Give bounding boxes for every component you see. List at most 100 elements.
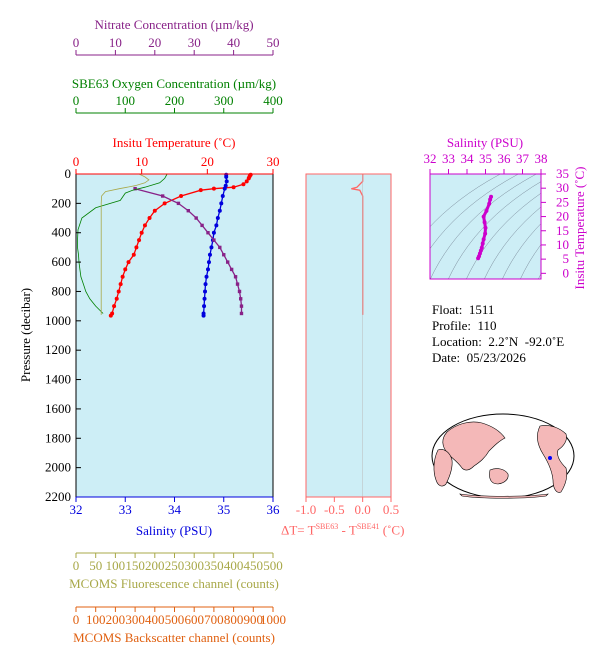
temperature-point xyxy=(126,260,131,265)
temperature-point xyxy=(114,296,119,301)
temperature-point xyxy=(123,267,128,272)
pressure-tick-label: 800 xyxy=(52,283,72,298)
ts-temperature-title: Insitu Temperature (˚C) xyxy=(572,166,587,289)
ts-temperature-tick-label: 15 xyxy=(556,223,569,238)
ts-temperature-tick-label: 10 xyxy=(556,237,569,252)
nitrate-point xyxy=(206,231,210,235)
temperature-point xyxy=(179,194,184,199)
backscatter-tick-label: 0 xyxy=(73,612,80,627)
temperature-point xyxy=(142,223,147,228)
nitrate-tick-label: 40 xyxy=(227,35,240,50)
ts-point xyxy=(488,197,493,202)
salinity-point xyxy=(214,223,219,228)
salinity-point xyxy=(204,274,209,279)
salinity-point xyxy=(217,208,222,213)
oxygen-tick-label: 400 xyxy=(263,93,283,108)
temperature-point xyxy=(211,186,216,191)
temperature-axis-title: Insitu Temperature (˚C) xyxy=(112,135,235,150)
nitrate-point xyxy=(225,260,230,264)
nitrate-tick-label: 50 xyxy=(267,35,280,50)
oxygen-axis-title: SBE63 Oxygen Concentration (µm/kg) xyxy=(72,76,276,91)
salinity-point xyxy=(224,174,229,179)
ts-salinity-tick-label: 36 xyxy=(498,151,512,166)
oxygen-tick-label: 200 xyxy=(165,93,185,108)
fluorescence-tick-label: 250 xyxy=(165,558,185,573)
delta-title-suffix: (˚C) xyxy=(379,522,405,538)
date-row: Date: 05/23/2026 xyxy=(432,350,564,366)
salinity-axis-title: Salinity (PSU) xyxy=(136,523,212,538)
ts-temperature-tick-label: 35 xyxy=(556,166,569,181)
pressure-tick-label: 1800 xyxy=(45,430,71,445)
nitrate-point xyxy=(186,209,190,213)
fluorescence-tick-label: 300 xyxy=(184,558,204,573)
pressure-tick-label: 2200 xyxy=(45,489,71,504)
backscatter-tick-label: 100 xyxy=(86,612,106,627)
map-land-australia xyxy=(489,468,509,485)
nitrate-point xyxy=(160,194,165,198)
pressure-tick-label: 2000 xyxy=(45,460,71,475)
salinity-point xyxy=(203,289,208,294)
fluorescence-tick-label: 150 xyxy=(125,558,145,573)
ts-temperature-tick-label: 0 xyxy=(563,265,570,280)
ts-temperature-tick-label: 5 xyxy=(563,251,570,266)
ts-salinity-tick-label: 35 xyxy=(479,151,492,166)
date-label: Date: xyxy=(432,350,461,365)
temperature-point xyxy=(241,182,246,187)
profile-row: Profile: 110 xyxy=(432,318,564,334)
temperature-point xyxy=(116,289,121,294)
profile-panel: 0200400600800100012001400160018002000220… xyxy=(18,17,286,645)
nitrate-tick-label: 10 xyxy=(109,35,122,50)
ts-salinity-tick-label: 37 xyxy=(516,151,530,166)
temperature-point xyxy=(147,216,152,221)
ts-salinity-tick-label: 38 xyxy=(535,151,548,166)
float-label: Float: xyxy=(432,302,463,317)
nitrate-point xyxy=(218,245,222,250)
map-land-antarctica xyxy=(459,493,549,499)
nitrate-point xyxy=(222,253,226,257)
backscatter-axis-title: MCOMS Backscatter channel (counts) xyxy=(73,630,275,645)
backscatter-tick-label: 600 xyxy=(184,612,204,627)
nitrate-tick-label: 30 xyxy=(188,35,201,50)
pressure-tick-label: 1400 xyxy=(45,372,71,387)
ts-density-contour xyxy=(588,169,609,289)
pressure-tick-label: 1200 xyxy=(45,342,71,357)
fluorescence-tick-label: 400 xyxy=(224,558,244,573)
salinity-point xyxy=(222,186,227,191)
ts-point xyxy=(481,214,486,219)
temperature-point xyxy=(244,179,249,184)
ts-point xyxy=(487,201,492,206)
delta-axis-title: ΔT= TSBE63 - TSBE41 (˚C) xyxy=(281,522,404,538)
backscatter-tick-label: 400 xyxy=(145,612,165,627)
temperature-point xyxy=(152,208,157,213)
float-location-marker xyxy=(548,456,552,460)
float-row: Float: 1511 xyxy=(432,302,564,318)
nitrate-tick-label: 0 xyxy=(73,35,80,50)
profile-value: 110 xyxy=(477,318,497,333)
salinity-point xyxy=(224,179,229,184)
nitrate-point xyxy=(239,311,244,316)
salinity-point xyxy=(202,296,207,301)
pressure-tick-label: 600 xyxy=(52,254,72,269)
delta-tick-label: -1.0 xyxy=(296,502,317,517)
nitrate-point xyxy=(212,238,216,242)
nitrate-point xyxy=(194,216,198,220)
delta-plot-area xyxy=(306,174,391,497)
ts-temperature-tick-label: 30 xyxy=(556,180,569,195)
oxygen-tick-label: 0 xyxy=(73,93,80,108)
temperature-point xyxy=(139,230,144,235)
ts-temperature-tick-label: 20 xyxy=(556,209,569,224)
fluorescence-tick-label: 50 xyxy=(89,558,102,573)
ts-density-contour xyxy=(430,174,502,228)
delta-title-prefix: ΔT= T xyxy=(281,522,316,538)
temperature-point xyxy=(162,201,167,206)
temperature-point xyxy=(131,252,136,257)
nitrate-tick-label: 20 xyxy=(148,35,161,50)
delta-title-sup1: SBE63 xyxy=(315,522,339,531)
ts-point xyxy=(476,256,481,261)
salinity-point xyxy=(215,216,220,221)
profile-plot-area xyxy=(76,174,273,497)
fluorescence-profile-line xyxy=(100,173,150,315)
nitrate-point xyxy=(238,297,243,301)
salinity-tick-label: 34 xyxy=(168,502,182,517)
